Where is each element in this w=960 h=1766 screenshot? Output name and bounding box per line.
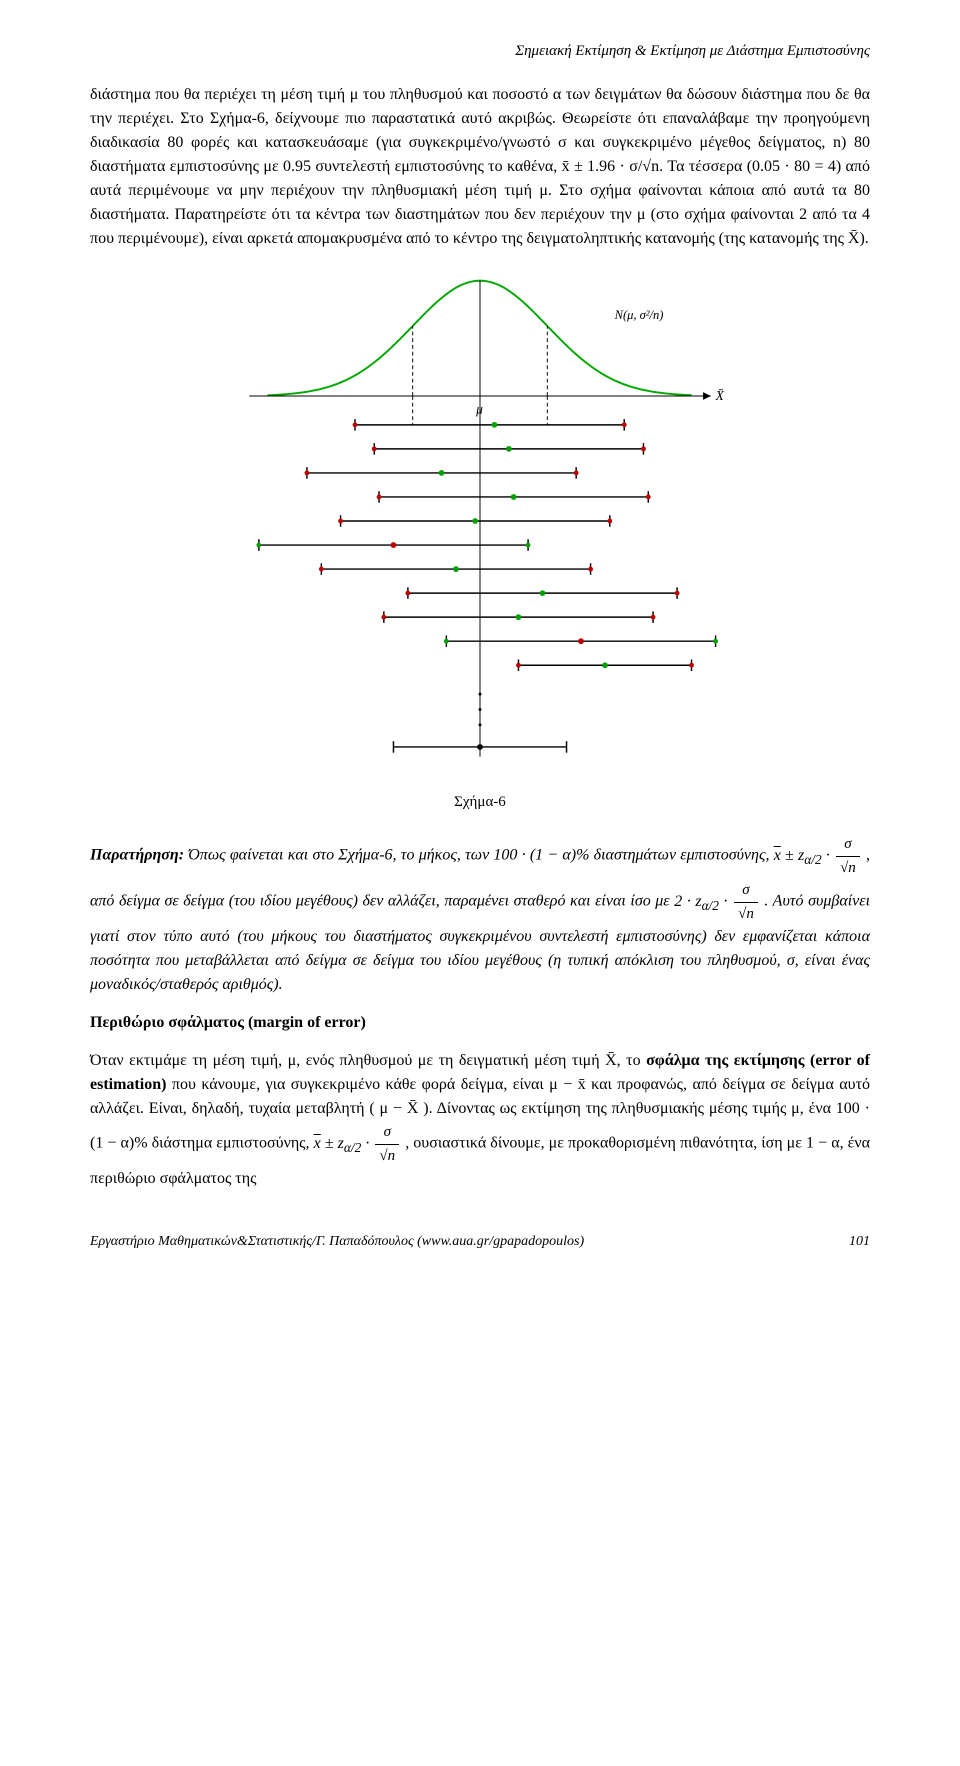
formula-ci-2: x ± zα/2 · σn — [314, 1135, 406, 1152]
page-footer: Εργαστήριο Μαθηματικών&Στατιστικής/Γ. Πα… — [90, 1231, 870, 1252]
observation-paragraph: Παρατήρηση: Όπως φαίνεται και στο Σχήμα-… — [90, 833, 870, 997]
paragraph-3: Όταν εκτιμάμε τη μέση τιμή, μ, ενός πληθ… — [90, 1049, 870, 1191]
figure-caption: Σχήμα-6 — [90, 791, 870, 814]
page-header: Σημειακή Εκτίμηση & Εκτίμηση με Διάστημα… — [90, 40, 870, 63]
formula-ci: x ± zα/2 · σn — [774, 847, 866, 864]
observation-label: Παρατήρηση: — [90, 847, 184, 864]
figure-6: X̄ μ N(μ, σ²/n) — [90, 271, 870, 771]
p3-a: Όταν εκτιμάμε τη μέση τιμή, μ, ενός πληθ… — [90, 1052, 646, 1069]
svg-text:N(μ, σ²/n): N(μ, σ²/n) — [614, 308, 664, 322]
paragraph-1: διάστημα που θα περιέχει τη μέση τιμή μ … — [90, 83, 870, 251]
obs-text-a: Όπως φαίνεται και στο Σχήμα-6, το μήκος,… — [188, 847, 773, 864]
svg-text:X̄: X̄ — [715, 387, 725, 402]
footer-left: Εργαστήριο Μαθηματικών&Στατιστικής/Γ. Πα… — [90, 1231, 584, 1252]
figure-6-svg: X̄ μ N(μ, σ²/n) — [230, 271, 730, 771]
margin-of-error-title: Περιθώριο σφάλματος (margin of error) — [90, 1011, 870, 1035]
footer-page-number: 101 — [849, 1231, 870, 1252]
svg-text:μ: μ — [475, 401, 483, 416]
formula-length: 2 · zα/2 · σn — [674, 893, 764, 910]
